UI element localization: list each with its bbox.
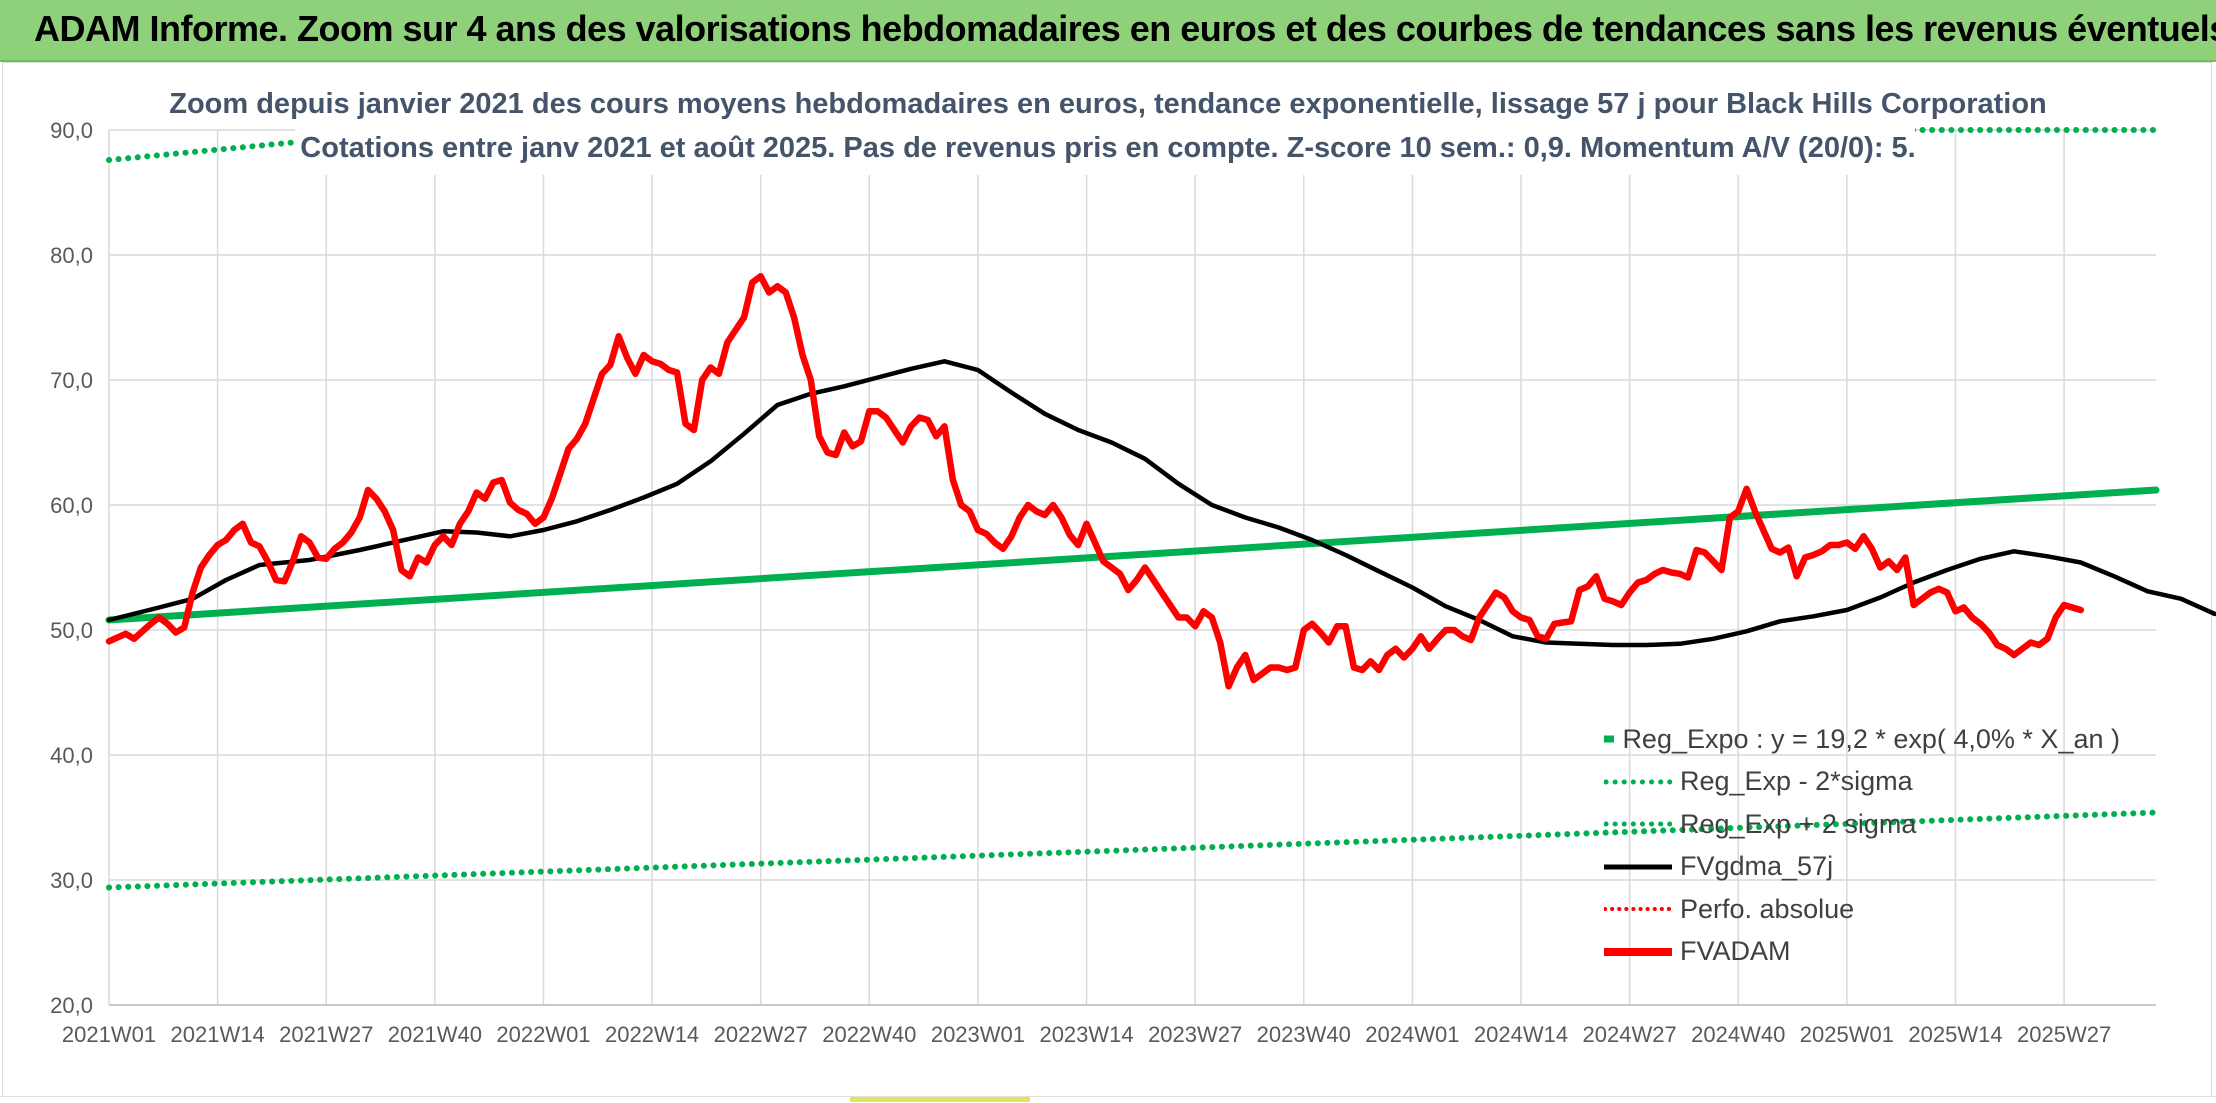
x-tick-label: 2024W01 [1365,1022,1459,1047]
legend-item-reg-exp-plus: Reg_Exp + 2 sigma [1600,803,2120,846]
legend-item-fvadam: FVADAM [1600,931,2120,974]
x-tick-label: 2023W27 [1148,1022,1242,1047]
legend-swatch-reg-expo [1604,735,1615,743]
chart-legend: Reg_Expo : y = 19,2 * exp( 4,0% * X_an )… [1600,718,2120,973]
x-tick-label: 2022W40 [822,1022,916,1047]
legend-label: Reg_Exp - 2*sigma [1680,766,1913,797]
y-tick-label: 60,0 [50,493,93,518]
x-tick-label: 2023W14 [1039,1022,1133,1047]
x-tick-label: 2024W27 [1583,1022,1677,1047]
legend-swatch-fvadam [1604,947,1672,956]
legend-item-fvgdma: FVgdma_57j [1600,846,2120,889]
axis-labels: 20,0 30,0 40,0 50,0 60,0 70,0 80,0 90,0 2021W01 2… [50,118,2111,1047]
y-tick-label: 50,0 [50,618,93,643]
x-tick-label: 2025W01 [1800,1022,1894,1047]
title-backdrop [295,85,1915,175]
legend-label: Perfo. absolue [1680,893,1855,924]
x-tick-label: 2023W40 [1257,1022,1351,1047]
series-line-1 [106,809,2159,891]
x-tick-label: 2024W40 [1691,1022,1785,1047]
bottom-accent [850,1097,1030,1102]
y-tick-label: 30,0 [50,868,93,893]
legend-item-reg-exp-minus: Reg_Exp - 2*sigma [1600,761,2120,804]
series-line-3 [106,359,2216,648]
legend-item-reg-expo: Reg_Expo : y = 19,2 * exp( 4,0% * X_an ) [1600,718,2120,761]
x-tick-label: 2024W14 [1474,1022,1568,1047]
chart-subtitle: Cotations entre janv 2021 et août 2025. … [300,132,1916,164]
legend-swatch-reg-exp-plus [1604,821,1672,827]
chart-area [2,62,2212,1098]
x-tick-label: 2022W14 [605,1022,699,1047]
x-tick-label: 2025W27 [2017,1022,2111,1047]
series-lines [105,85,2216,891]
x-tick-label: 2021W01 [62,1022,156,1047]
y-tick-label: 20,0 [50,993,93,1018]
series-line-5 [105,273,2085,690]
y-tick-label: 40,0 [50,743,93,768]
legend-label: FVgdma_57j [1680,851,1834,882]
y-tick-label: 90,0 [50,118,93,143]
bottom-border [0,1096,2216,1103]
x-tick-label: 2022W01 [496,1022,590,1047]
gridlines [108,129,2156,1006]
legend-swatch-fvgdma [1604,864,1672,870]
x-tick-label: 2022W27 [714,1022,808,1047]
report-banner: ADAM Informe. Zoom sur 4 ans des valoris… [0,0,2216,62]
report-title: ADAM Informe. Zoom sur 4 ans des valoris… [34,8,2216,49]
y-tick-label: 80,0 [50,243,93,268]
legend-label: Reg_Exp + 2 sigma [1680,808,1917,839]
legend-label: FVADAM [1680,936,1791,967]
y-tick-label: 70,0 [50,368,93,393]
series-line-0 [105,486,2160,624]
legend-swatch-reg-exp-minus [1604,779,1672,785]
x-tick-label: 2021W40 [388,1022,482,1047]
legend-label: Reg_Expo : y = 19,2 * exp( 4,0% * X_an ) [1622,723,2120,754]
x-tick-label: 2021W14 [171,1022,265,1047]
legend-item-perfo-absolue: Perfo. absolue [1600,888,2120,931]
x-tick-label: 2025W14 [1908,1022,2002,1047]
legend-swatch-perfo-absolue [1604,907,1672,912]
x-tick-label: 2021W27 [279,1022,373,1047]
x-tick-label: 2023W01 [931,1022,1025,1047]
chart-title: Zoom depuis janvier 2021 des cours moyen… [169,88,2047,120]
